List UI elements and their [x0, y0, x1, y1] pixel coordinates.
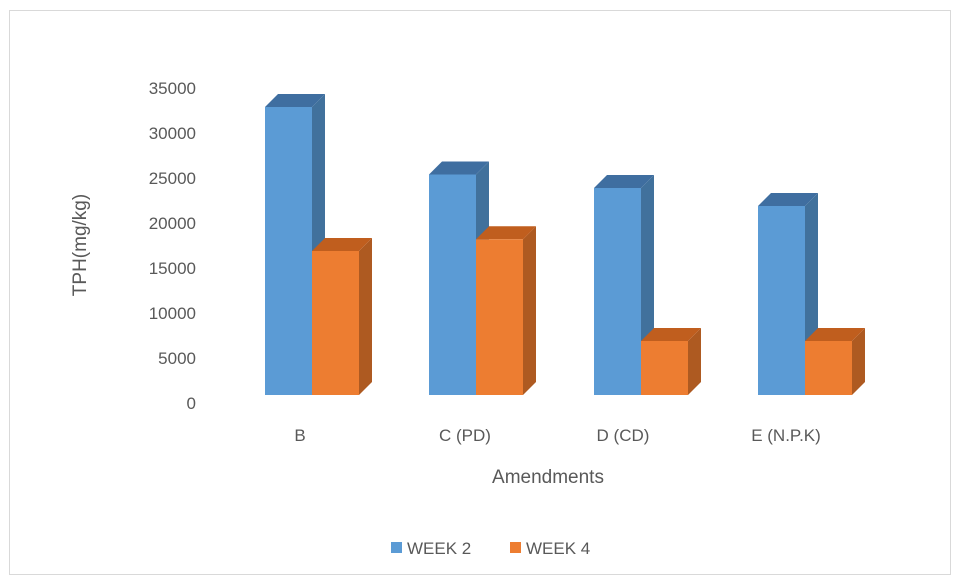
legend-item-week4: WEEK 4 — [510, 539, 590, 558]
bar-week4-4 — [805, 328, 865, 395]
bar-top-face — [429, 161, 489, 175]
bar-front-face — [805, 341, 852, 395]
x-tick-label: B — [294, 426, 305, 445]
bar-week4-3 — [641, 328, 701, 395]
x-tick-label: D (CD) — [597, 426, 650, 445]
bar-top-face — [641, 328, 701, 341]
y-tick-label: 10000 — [149, 304, 196, 323]
bar-week4-2 — [476, 226, 536, 395]
y-axis-ticks: 0 5000 10000 15000 20000 25000 30000 35000 — [149, 79, 196, 413]
bar-side-face — [359, 238, 372, 395]
bar-side-face — [688, 328, 701, 395]
y-tick-label: 15000 — [149, 259, 196, 278]
bar-top-face — [312, 238, 372, 251]
bar-top-face — [265, 94, 325, 107]
bar-front-face — [641, 341, 688, 395]
bar-front-face — [758, 206, 805, 395]
bar-side-face — [852, 328, 865, 395]
bar-week4-1 — [312, 238, 372, 395]
bar-top-face — [476, 226, 536, 240]
bar-front-face — [476, 239, 523, 395]
bar-top-face — [758, 193, 818, 206]
x-tick-label: E (N.P.K) — [751, 426, 821, 445]
bar-front-face — [265, 107, 312, 395]
bar-top-face — [805, 328, 865, 341]
y-tick-label: 35000 — [149, 79, 196, 98]
y-axis-title: TPH(mg/kg) — [70, 194, 91, 296]
legend-label: WEEK 4 — [526, 539, 590, 558]
x-tick-label: C (PD) — [439, 426, 491, 445]
bar-side-face — [523, 226, 536, 395]
legend-swatch — [391, 542, 402, 553]
y-tick-label: 20000 — [149, 214, 196, 233]
bar-top-face — [594, 175, 654, 188]
legend-swatch — [510, 542, 521, 553]
y-tick-label: 25000 — [149, 169, 196, 188]
bar-front-face — [594, 188, 641, 395]
y-tick-label: 30000 — [149, 124, 196, 143]
bars-layer — [265, 94, 865, 395]
bar-front-face — [429, 174, 476, 395]
legend: WEEK 2 WEEK 4 — [391, 539, 590, 558]
bar-front-face — [312, 251, 359, 395]
x-axis-title: Amendments — [492, 467, 604, 488]
y-tick-label: 0 — [187, 394, 196, 413]
legend-item-week2: WEEK 2 — [391, 539, 471, 558]
y-tick-label: 5000 — [158, 349, 196, 368]
bar-week2-4 — [758, 193, 818, 395]
legend-label: WEEK 2 — [407, 539, 471, 558]
x-axis-ticks: B C (PD) D (CD) E (N.P.K) — [294, 426, 820, 445]
